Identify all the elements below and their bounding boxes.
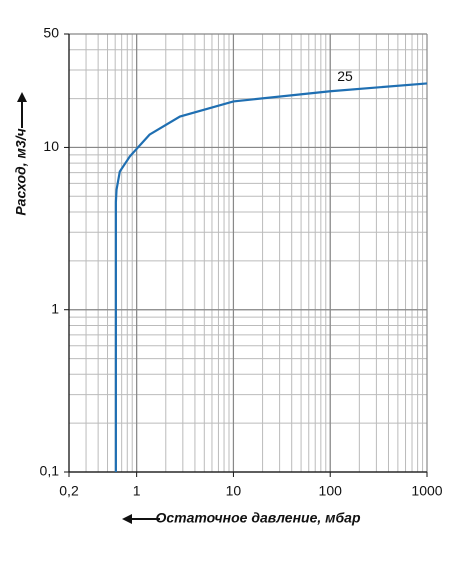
y-arrow	[17, 92, 27, 128]
x-arrow	[122, 514, 160, 524]
y-tick-label: 1	[51, 300, 59, 316]
y-axis-label: Расход, м3/ч	[13, 128, 29, 215]
series-label: 25	[337, 68, 353, 84]
series-line	[114, 82, 428, 472]
x-tick-label: 1	[133, 483, 141, 499]
x-tick-label: 0,2	[59, 483, 79, 499]
x-tick-label: 10	[226, 483, 242, 499]
y-tick-label: 50	[43, 25, 59, 41]
x-tick-label: 1000	[411, 483, 442, 499]
x-tick-label: 100	[319, 483, 343, 499]
y-tick-label: 0,1	[40, 463, 60, 479]
y-tick-label: 10	[43, 138, 59, 154]
x-axis-label: Остаточное давление, мбар	[155, 510, 360, 526]
